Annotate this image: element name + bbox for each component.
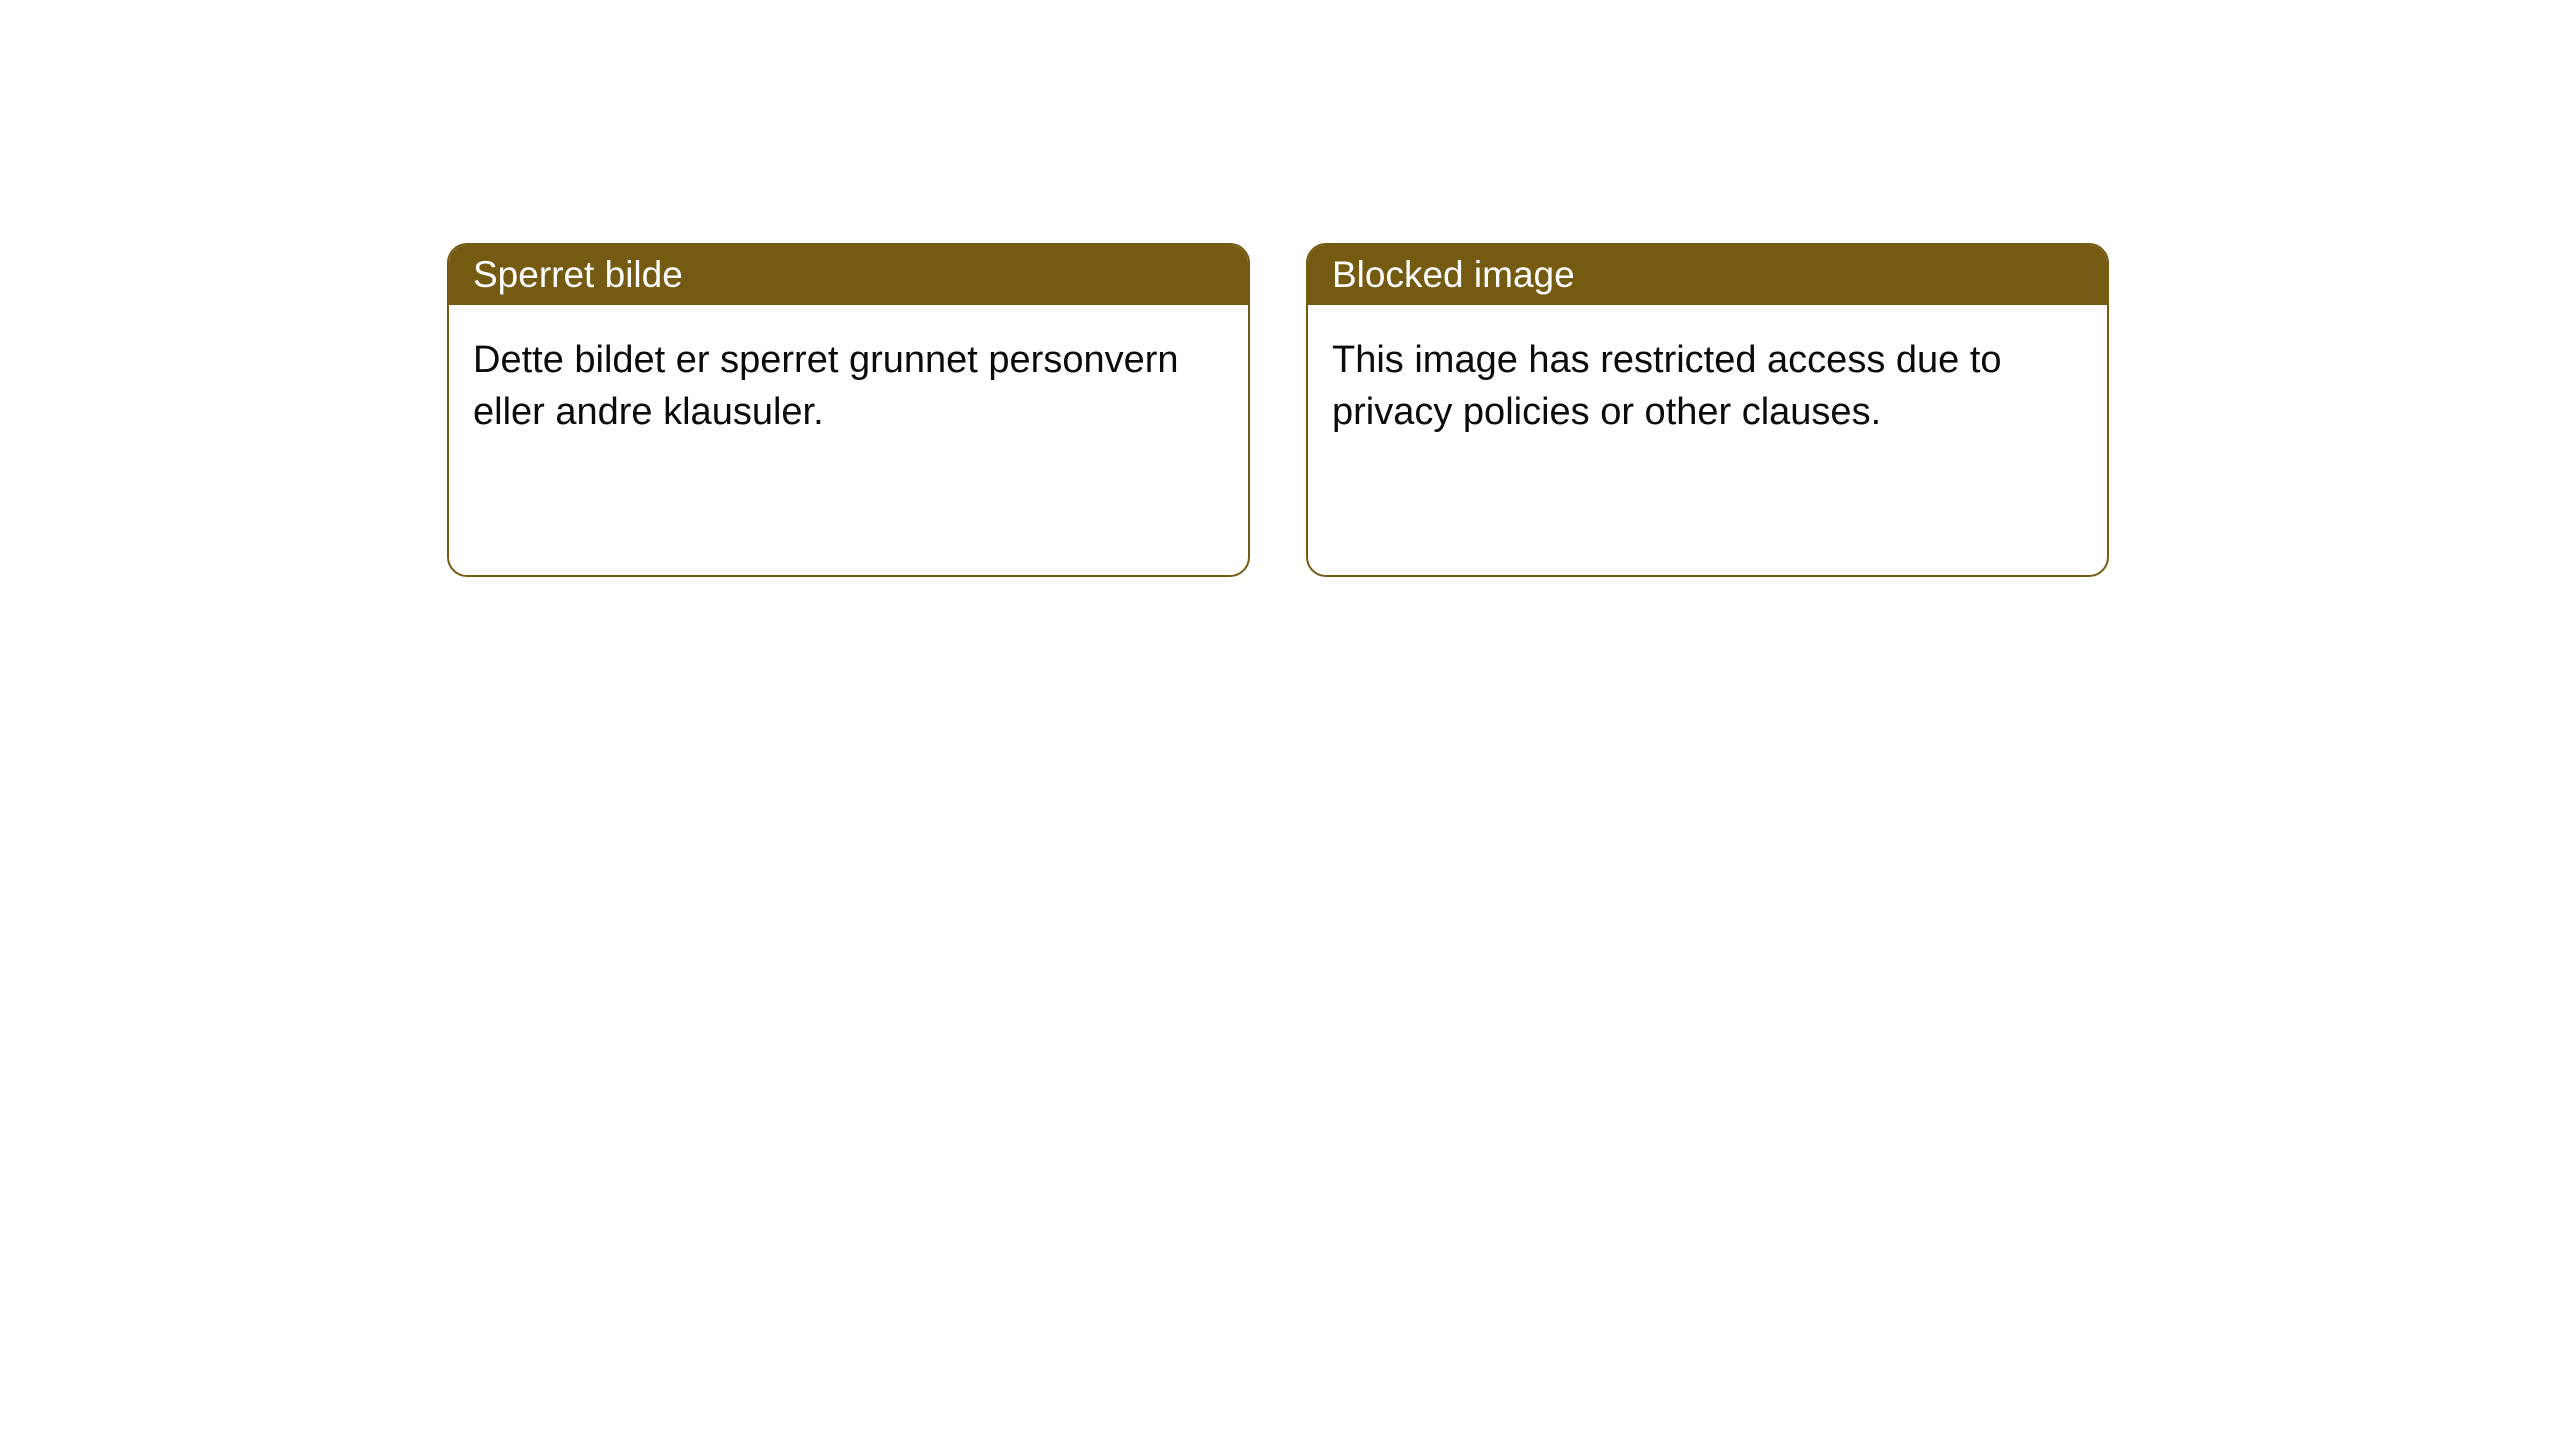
- notice-container: Sperret bilde Dette bildet er sperret gr…: [0, 0, 2560, 577]
- notice-card-en: Blocked image This image has restricted …: [1306, 243, 2109, 577]
- notice-body-no: Dette bildet er sperret grunnet personve…: [449, 305, 1248, 575]
- notice-header-en: Blocked image: [1308, 245, 2107, 305]
- notice-body-en: This image has restricted access due to …: [1308, 305, 2107, 575]
- notice-card-no: Sperret bilde Dette bildet er sperret gr…: [447, 243, 1250, 577]
- notice-header-no: Sperret bilde: [449, 245, 1248, 305]
